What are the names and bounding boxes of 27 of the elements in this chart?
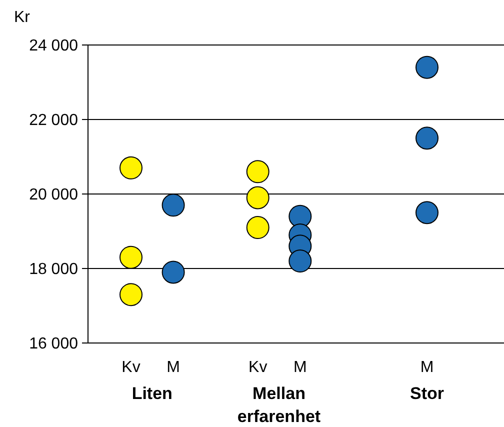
x-tick-label: M bbox=[293, 359, 307, 376]
x-tick-label: Kv bbox=[248, 359, 268, 376]
x-tick-label: M bbox=[420, 359, 434, 376]
point bbox=[162, 260, 185, 284]
point bbox=[246, 160, 270, 184]
text: Stor bbox=[410, 384, 444, 403]
point bbox=[416, 56, 438, 79]
point bbox=[416, 126, 438, 150]
x-tick-label: Kv bbox=[122, 359, 140, 376]
point bbox=[416, 201, 438, 224]
text: Mellan erfarenhet bbox=[237, 384, 321, 426]
point bbox=[120, 156, 142, 180]
y-tick-label: 22 000 bbox=[29, 112, 78, 130]
point bbox=[162, 194, 185, 217]
y-tick-label: 24 000 bbox=[29, 38, 78, 55]
y-axis-title: Kr bbox=[14, 9, 31, 26]
point bbox=[246, 186, 270, 210]
y-tick-label: 18 000 bbox=[29, 261, 78, 278]
y-tick-label: 16 000 bbox=[29, 336, 78, 353]
point bbox=[120, 283, 142, 306]
point bbox=[246, 216, 270, 240]
y-tick-label: 20 000 bbox=[29, 186, 78, 204]
point bbox=[288, 250, 312, 273]
text: Liten bbox=[132, 384, 172, 403]
x-tick-label: M bbox=[166, 359, 180, 376]
point bbox=[288, 204, 312, 228]
point bbox=[120, 246, 142, 269]
